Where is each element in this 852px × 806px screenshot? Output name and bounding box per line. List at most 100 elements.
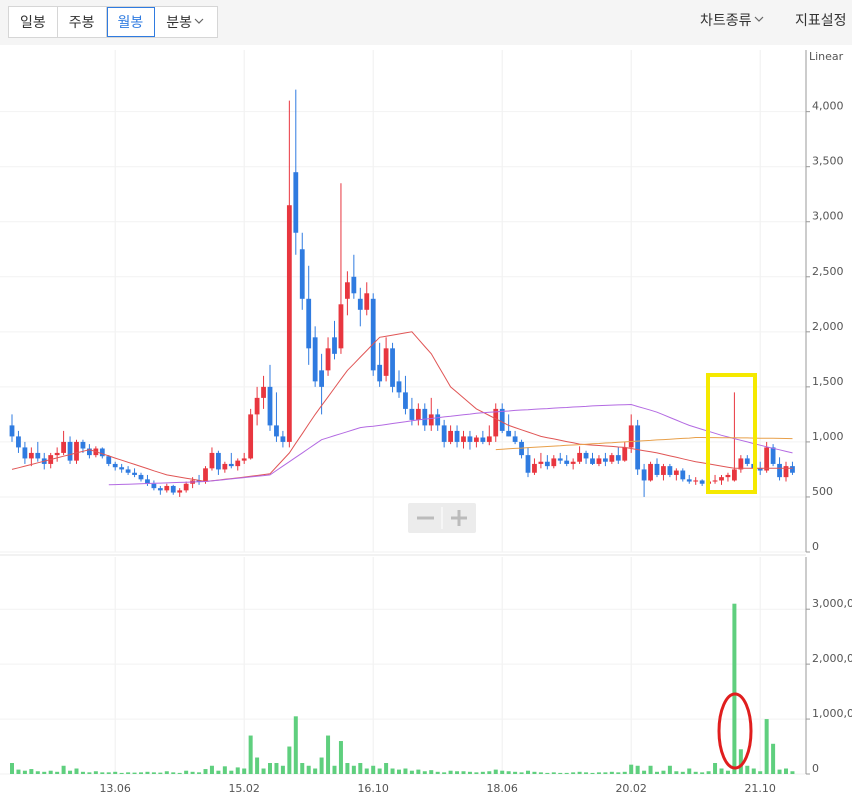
volume-bar	[35, 771, 40, 774]
candle-body	[719, 477, 724, 481]
candle-body	[454, 430, 460, 442]
tab[interactable]: 주봉	[58, 7, 107, 37]
candle-body	[28, 452, 34, 459]
volume-bar	[74, 768, 79, 774]
y-tick-label: 3,000,000	[812, 597, 852, 610]
candle-body	[499, 408, 505, 431]
volume-bar	[384, 763, 389, 774]
volume-bar	[235, 767, 240, 774]
volume-bar	[93, 771, 98, 774]
candle-body	[635, 425, 641, 470]
volume-bar	[409, 770, 414, 774]
tab[interactable]: 일봉	[9, 7, 58, 37]
candle-body	[254, 397, 260, 415]
volume-bar	[293, 716, 298, 774]
candle-body	[54, 452, 60, 456]
volume-bar	[119, 772, 124, 774]
volume-bar	[87, 772, 92, 774]
candle-body	[80, 441, 86, 449]
volume-bar	[29, 769, 34, 774]
x-tick-label: 15.02	[228, 782, 260, 795]
volume-bar	[416, 769, 421, 774]
candle-body	[693, 480, 699, 482]
volume-bar	[229, 770, 234, 774]
candle-body	[441, 425, 447, 442]
volume-bar	[564, 772, 569, 774]
candle-body	[61, 441, 66, 453]
volume-bar	[493, 769, 498, 774]
moving-average-line	[11, 331, 793, 483]
volume-bar	[287, 746, 292, 774]
candle-body	[480, 437, 486, 442]
candle-body	[338, 304, 344, 349]
candle-body	[732, 469, 737, 481]
volume-bar	[364, 768, 369, 774]
y-tick-label: 1,000,000	[812, 707, 852, 720]
candle-body	[461, 436, 466, 442]
volume-bar	[674, 771, 679, 774]
candle-body	[564, 460, 570, 464]
volume-bar	[48, 770, 53, 774]
candle-body	[551, 458, 557, 467]
volume-bar	[390, 768, 395, 774]
tab[interactable]: 월봉	[106, 7, 156, 37]
candle-body	[306, 298, 312, 349]
candle-body	[351, 276, 357, 294]
candle-body	[596, 458, 602, 464]
candle-body	[222, 463, 228, 470]
volume-bar	[790, 771, 795, 774]
candle-body	[9, 425, 15, 437]
candle-body	[764, 447, 770, 471]
candle-body	[396, 381, 402, 393]
y-tick-label: 3,000	[812, 210, 844, 223]
candle-body	[248, 414, 254, 459]
volume-bar	[158, 772, 163, 774]
volume-bar	[732, 603, 737, 774]
candle-body	[648, 463, 653, 481]
volume-bar	[590, 772, 595, 774]
y-tick-label: 1,500	[812, 375, 844, 388]
x-tick-label: 21.10	[744, 782, 776, 795]
candle-body	[512, 436, 518, 442]
chart-type-menu[interactable]: 차트종류	[700, 10, 766, 30]
tab[interactable]: 분봉	[155, 7, 217, 37]
volume-bar	[596, 772, 601, 774]
volume-bar	[706, 771, 711, 774]
candle-body	[325, 348, 331, 371]
candle-body	[280, 436, 286, 442]
volume-bar	[738, 749, 743, 774]
volume-bar	[435, 771, 440, 774]
candle-body	[216, 452, 221, 470]
candle-body	[145, 479, 150, 484]
volume-bar	[500, 770, 505, 774]
x-tick-label: 20.02	[615, 782, 647, 795]
y-tick-label: 0	[812, 540, 819, 553]
volume-bar	[171, 772, 176, 774]
candle-body	[357, 298, 363, 310]
indicator-settings[interactable]: 지표설정	[795, 10, 847, 30]
volume-bar	[22, 770, 27, 774]
y-tick-label: 3,500	[812, 155, 844, 168]
volume-bar	[571, 772, 576, 774]
volume-bar	[255, 757, 260, 774]
volume-bar	[455, 771, 460, 774]
candle-body	[177, 490, 183, 493]
volume-bar	[584, 772, 589, 774]
candle-body	[241, 458, 247, 461]
volume-bar	[771, 743, 776, 774]
volume-bar	[139, 772, 143, 774]
y-tick-label: 2,500	[812, 265, 844, 278]
scale-label: Linear	[809, 50, 844, 63]
volume-bar	[506, 771, 511, 774]
volume-bar	[338, 741, 343, 774]
candle-body	[474, 437, 479, 442]
volume-bar	[680, 771, 685, 774]
candle-body	[712, 480, 718, 482]
candle-body	[790, 466, 795, 473]
x-tick-label: 18.06	[486, 782, 518, 795]
candle-body	[448, 430, 453, 442]
volume-bar	[313, 768, 318, 774]
candle-body	[138, 474, 144, 480]
chevron	[194, 18, 204, 24]
